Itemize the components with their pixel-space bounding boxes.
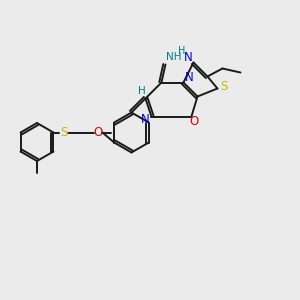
Text: O: O [94,126,103,139]
Text: N: N [185,71,194,84]
Text: N: N [184,51,193,64]
Text: N: N [141,113,150,126]
Text: H: H [178,46,185,56]
Text: O: O [190,115,199,128]
Text: NH: NH [166,52,181,62]
Text: H: H [138,86,145,97]
Text: S: S [220,80,227,93]
Text: S: S [60,126,67,139]
